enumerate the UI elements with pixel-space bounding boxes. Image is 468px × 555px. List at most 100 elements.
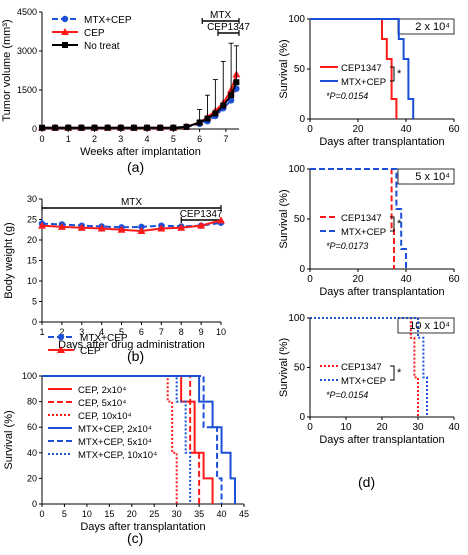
data-point-a-2	[65, 124, 72, 131]
x-tick-label-b: 6	[139, 327, 144, 337]
y-axis-label-d1: Survival (%)	[278, 39, 290, 98]
legend-label-b: CEP	[80, 346, 101, 357]
y-tick-label-b: 5	[32, 297, 37, 307]
series-line-c-4	[42, 375, 223, 504]
y-tick-label-a: 4500	[17, 7, 37, 17]
data-point-b-1	[137, 226, 146, 234]
data-point-a-2	[117, 124, 124, 131]
treatment-bar-label-b: CEP1347	[180, 209, 223, 220]
y-tick-label-b: 20	[27, 235, 37, 245]
data-point-b-1	[217, 216, 225, 224]
x-tick-label-c: 15	[104, 509, 114, 519]
y-tick-label-b: 15	[27, 256, 37, 266]
x-tick-label-d3: 30	[412, 422, 424, 433]
x-tick-label-d3: 0	[307, 422, 313, 433]
y-tick-label-d3: 50	[294, 363, 306, 374]
x-tick-label-c: 45	[239, 509, 249, 519]
y-tick-label-c: 40	[27, 448, 37, 458]
y-tick-label-d1: 50	[294, 64, 306, 75]
data-point-a-2	[52, 124, 59, 131]
x-tick-label-d2: 40	[400, 274, 412, 285]
y-tick-label-d2: 50	[294, 214, 306, 225]
legend-label-d1: MTX+CEP	[341, 77, 386, 88]
x-tick-label-a: 3	[118, 134, 123, 144]
x-tick-label-b: 1	[39, 327, 44, 337]
x-axis-label-c: Days after transplantation	[80, 521, 205, 533]
data-point-b-0	[138, 223, 145, 231]
panel-label-b: (b)	[127, 348, 145, 364]
legend-label-d3: MTX+CEP	[341, 376, 386, 387]
significance-bracket-d3	[390, 365, 395, 381]
x-axis-label-d2: Days after transplantation	[319, 286, 444, 298]
x-tick-label-d3: 40	[448, 422, 460, 433]
data-point-b-1	[117, 225, 126, 233]
x-tick-label-c: 10	[82, 509, 92, 519]
y-tick-label-d2: 100	[288, 164, 305, 175]
data-point-a-2	[196, 119, 203, 126]
data-point-a-2	[144, 124, 151, 131]
panel-title-d3: 10 x 10⁴	[409, 320, 450, 332]
legend-label-b: MTX+CEP	[80, 333, 128, 344]
legend-label-c: MTX+CEP, 10x10⁴	[78, 450, 157, 461]
x-tick-label-c: 20	[127, 509, 137, 519]
significance-bracket-d2	[390, 216, 395, 232]
data-point-b-1	[38, 221, 46, 229]
x-tick-label-c: 35	[194, 509, 204, 519]
p-value-d3: *P=0.0154	[326, 390, 368, 400]
legend-marker-b	[57, 346, 65, 353]
y-tick-label-b: 30	[27, 194, 37, 204]
y-tick-label-d3: 100	[288, 313, 305, 324]
x-tick-label-d1: 0	[307, 124, 313, 135]
x-tick-label-b: 10	[216, 327, 226, 337]
series-line-d1-0	[310, 18, 398, 119]
legend-marker-a	[61, 28, 69, 35]
y-tick-label-d2: 0	[299, 264, 305, 275]
panel-label-d: (d)	[358, 474, 376, 490]
y-tick-label-b: 10	[27, 276, 37, 286]
data-point-b-1	[97, 224, 106, 232]
x-tick-label-a: 7	[223, 134, 228, 144]
legend-label-d2: MTX+CEP	[341, 227, 386, 238]
y-tick-label-d1: 100	[288, 14, 305, 25]
x-tick-label-d1: 60	[448, 124, 460, 135]
legend-label-c: MTX+CEP, 5x10⁴	[78, 437, 152, 448]
x-tick-label-a: 6	[197, 134, 202, 144]
y-tick-label-a: 1500	[17, 85, 37, 95]
significance-mark-d1: *	[397, 68, 402, 80]
x-tick-label-d3: 10	[340, 422, 352, 433]
y-tick-label-a: 0	[32, 124, 37, 134]
series-line-c-5	[42, 375, 192, 504]
y-tick-label-d3: 0	[299, 412, 305, 423]
data-point-a-2	[78, 124, 85, 131]
x-tick-label-d3: 20	[376, 422, 388, 433]
x-tick-label-a: 2	[92, 134, 97, 144]
treatment-bar-label-a: CEP1347	[207, 22, 250, 33]
x-tick-label-c: 30	[172, 509, 182, 519]
legend-marker-a	[61, 15, 69, 23]
x-axis-label-b: Days after drug administration	[58, 339, 205, 351]
data-point-a-2	[183, 123, 190, 130]
legend-marker-b	[57, 333, 65, 341]
y-tick-label-c: 0	[32, 499, 37, 509]
x-tick-label-a: 4	[145, 134, 150, 144]
legend-label-d1: CEP1347	[341, 63, 382, 74]
y-tick-label-c: 60	[27, 422, 37, 432]
x-tick-label-c: 25	[149, 509, 159, 519]
treatment-bar-label-a: MTX	[210, 10, 231, 21]
legend-label-a: No treat	[84, 41, 120, 52]
p-value-d2: *P=0.0173	[326, 241, 368, 251]
data-point-a-2	[91, 124, 98, 131]
data-point-b-1	[177, 223, 186, 231]
y-axis-label-d2: Survival (%)	[278, 189, 290, 248]
legend-label-d3: CEP1347	[341, 362, 382, 373]
x-tick-label-c: 40	[217, 509, 227, 519]
legend-label-c: CEP, 2x10⁴	[78, 385, 126, 396]
x-tick-label-b: 3	[79, 327, 84, 337]
panel-label-a: (a)	[127, 159, 145, 175]
x-tick-label-b: 2	[59, 327, 64, 337]
y-tick-label-c: 100	[22, 371, 37, 381]
x-tick-label-c: 0	[39, 509, 44, 519]
y-tick-label-b: 0	[32, 317, 37, 327]
